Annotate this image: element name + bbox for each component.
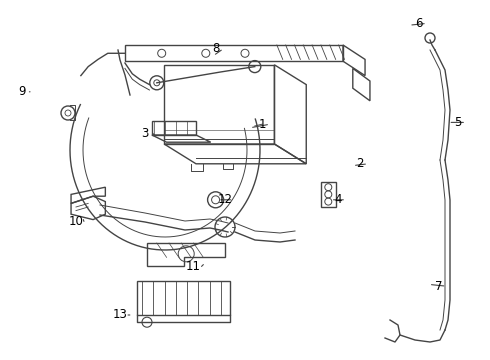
Text: 8: 8 xyxy=(212,42,220,55)
Text: 10: 10 xyxy=(69,215,83,228)
Text: 9: 9 xyxy=(18,85,26,98)
Text: 7: 7 xyxy=(435,280,442,293)
Text: 4: 4 xyxy=(334,193,342,206)
Text: 2: 2 xyxy=(356,157,364,170)
Text: 12: 12 xyxy=(218,193,233,206)
Text: 5: 5 xyxy=(454,116,462,129)
Text: 3: 3 xyxy=(141,127,148,140)
Text: 6: 6 xyxy=(415,17,423,30)
Text: 1: 1 xyxy=(258,118,266,131)
Text: 11: 11 xyxy=(186,260,201,273)
Text: 13: 13 xyxy=(113,309,127,321)
